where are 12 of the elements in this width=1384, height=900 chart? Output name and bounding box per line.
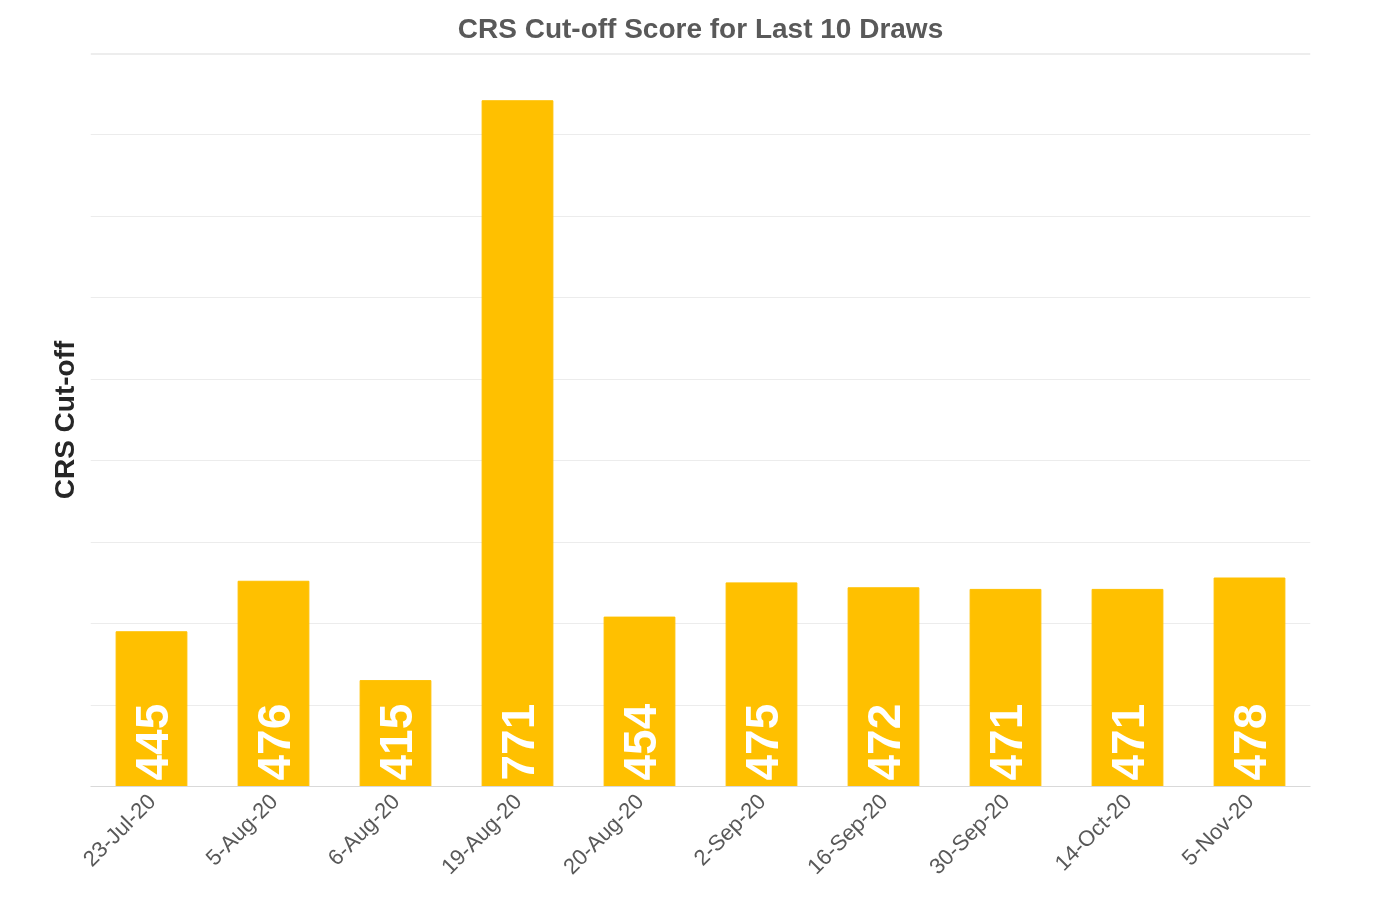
data-label: 415 [369, 703, 422, 781]
data-label: 471 [1101, 703, 1154, 781]
data-label: 475 [735, 703, 788, 781]
data-label: 476 [247, 703, 300, 781]
y-axis-title: CRS Cut-off [48, 340, 80, 500]
data-label: 771 [491, 703, 544, 781]
data-label: 472 [857, 703, 910, 781]
data-label: 445 [125, 703, 178, 781]
data-label: 454 [613, 703, 666, 781]
data-label: 471 [979, 703, 1032, 781]
chart-title: CRS Cut-off Score for Last 10 Draws [457, 12, 944, 44]
data-label: 478 [1223, 703, 1276, 781]
